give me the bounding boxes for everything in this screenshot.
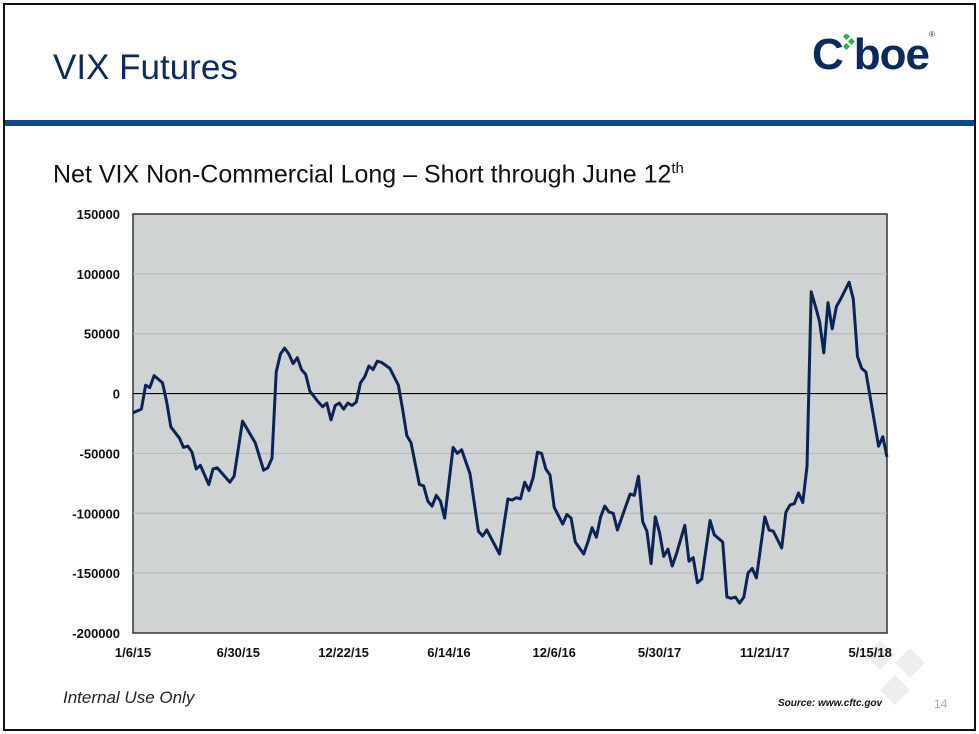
x-tick-label: 5/15/18 [848,645,891,660]
logo-dots-icon [842,34,855,51]
y-tick-label: 100000 [77,267,120,282]
source-label: Source: www.cftc.gov [778,698,883,709]
y-tick-label: -200000 [72,626,120,641]
y-tick-label: -150000 [72,566,120,581]
y-tick-label: -50000 [80,446,120,461]
subtitle-suffix: th [671,160,684,177]
y-tick-label: -100000 [72,506,120,521]
x-tick-label: 6/14/16 [427,645,470,660]
x-tick-label: 12/22/15 [318,645,369,660]
chart-subtitle: Net VIX Non-Commercial Long – Short thro… [53,160,684,189]
y-tick-label: 50000 [84,327,120,342]
header-accent-bar [5,120,974,126]
y-tick-label: 150000 [77,207,120,222]
x-tick-label: 12/6/16 [533,645,576,660]
y-tick-label: 0 [113,387,120,402]
watermark-diamonds [865,640,925,705]
series-line [132,280,889,605]
x-tick-label: 5/30/17 [638,645,681,660]
x-tick-label: 11/21/17 [740,645,790,660]
cboe-logo: Cboe® [812,30,935,79]
slide-frame [3,3,976,731]
internal-use-label: Internal Use Only [63,688,195,707]
subtitle-text: Net VIX Non-Commercial Long – Short thro… [53,160,672,189]
slide-title: VIX Futures [53,48,238,87]
x-tick-label: 1/6/15 [115,645,151,660]
x-tick-label: 6/30/15 [217,645,260,660]
plot-area [132,213,888,634]
page-number: 14 [934,697,948,711]
